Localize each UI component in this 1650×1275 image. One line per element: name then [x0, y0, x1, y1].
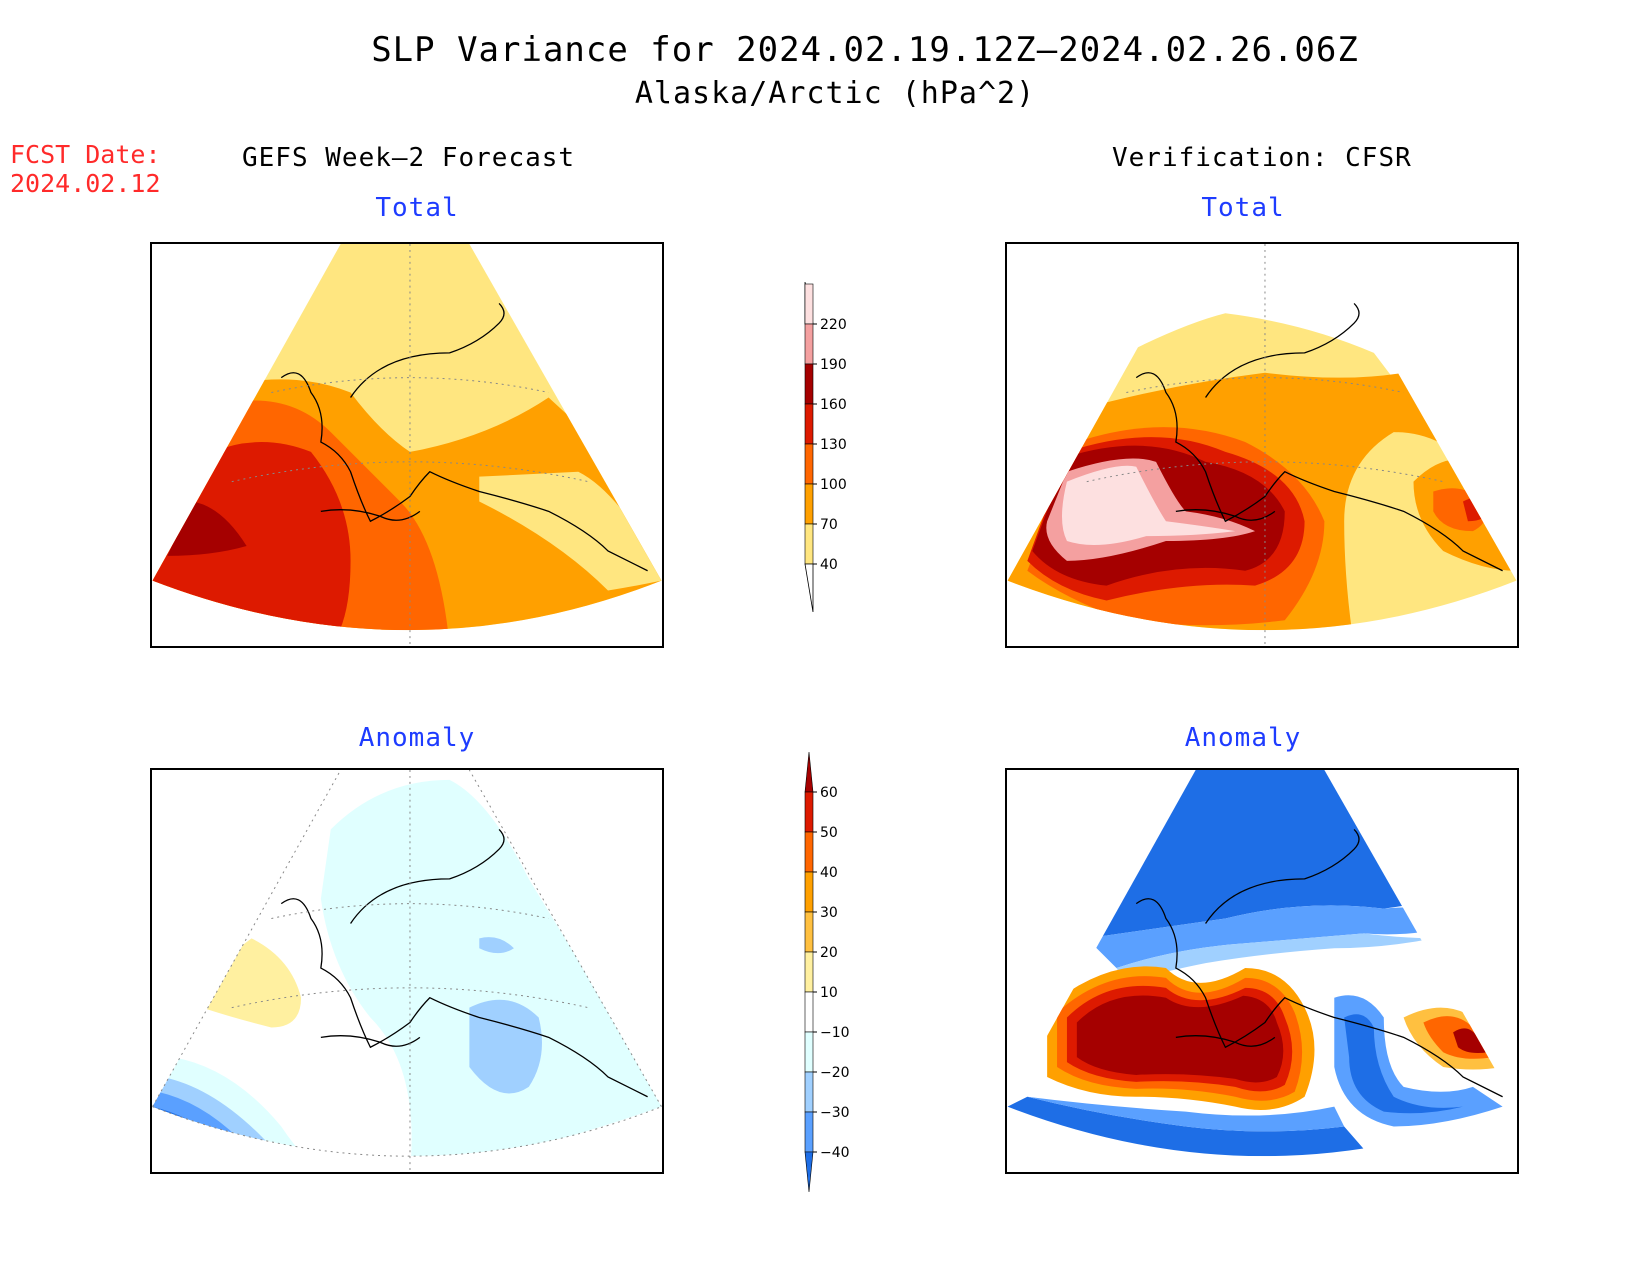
anomaly-colorbar-swatch: [804, 871, 814, 913]
anomaly-colorbar: 60 50 40 30 20 10 −10 −20 −30 −40: [804, 752, 850, 1192]
verif-anomaly-svg: [1007, 770, 1517, 1157]
graticule: [231, 244, 589, 646]
anomaly-colorbar-swatch: [804, 831, 814, 873]
forecast-total-svg: [152, 244, 662, 646]
coastline: [280, 302, 648, 572]
total-colorbar-label: 130: [820, 437, 847, 453]
fill-neg20-neg30-north: [1116, 933, 1434, 983]
fill-neg20-neg30-east: [469, 999, 542, 1094]
total-colorbar-label: 100: [820, 477, 847, 493]
anomaly-colorbar-swatch: [804, 791, 814, 833]
verif-total-title: Total: [1201, 193, 1285, 223]
anomaly-colorbar-label: 60: [820, 785, 838, 801]
forecast-column-heading: GEFS Week–2 Forecast: [242, 143, 576, 173]
forecast-anomaly-title: Anomaly: [358, 723, 476, 753]
fill-40-70-east: [479, 471, 662, 591]
fill-220-plus: [1061, 465, 1236, 546]
anomaly-colorbar-swatch: [804, 1031, 814, 1073]
total-colorbar-label: 70: [820, 517, 838, 533]
total-colorbar-label: 190: [820, 357, 847, 373]
anomaly-colorbar-label: −10: [820, 1025, 850, 1041]
main-title: SLP Variance for 2024.02.19.12Z–2024.02.…: [371, 30, 1359, 70]
coastline: [280, 828, 648, 1098]
fill-neg20-neg30-small: [479, 937, 514, 954]
total-colorbar-swatch: [804, 323, 814, 365]
fcst-date-value: 2024.02.12: [10, 169, 161, 198]
total-colorbar-swatch: [804, 363, 814, 405]
verif-total-map: [1005, 242, 1519, 648]
coastline: [1135, 302, 1503, 572]
forecast-anomaly-svg: [152, 770, 662, 1172]
fcst-date-caption: FCST Date:: [10, 140, 161, 169]
total-colorbar-bottom-arrow: [804, 563, 814, 612]
verif-anomaly-title: Anomaly: [1184, 723, 1302, 753]
graticule: [152, 770, 662, 1172]
forecast-total-title: Total: [375, 193, 459, 223]
forecast-anomaly-map: [150, 768, 664, 1174]
anomaly-colorbar-swatch: [804, 951, 814, 993]
verification-column-heading: Verification: CFSR: [1112, 143, 1412, 173]
verif-anomaly-map: [1005, 768, 1519, 1174]
anomaly-colorbar-label: 50: [820, 825, 838, 841]
anomaly-colorbar-swatch: [804, 1071, 814, 1113]
fill-60-plus: [1076, 995, 1284, 1083]
anomaly-colorbar-label: 40: [820, 865, 838, 881]
graticule: [1086, 244, 1444, 646]
anomaly-colorbar-swatch: [804, 1111, 814, 1153]
total-colorbar-swatch: [804, 443, 814, 485]
fill-neg10-neg20: [320, 779, 662, 1157]
anomaly-colorbar-label: 10: [820, 985, 838, 1001]
fill-neg30-neg40-north: [1086, 905, 1473, 969]
total-colorbar-label: 160: [820, 397, 847, 413]
anomaly-colorbar-label: −30: [820, 1105, 850, 1121]
anomaly-colorbar-swatch: [804, 911, 814, 953]
verif-total-svg: [1007, 244, 1517, 646]
fill-neg30-neg40-south: [1027, 1096, 1345, 1132]
anomaly-colorbar-swatch: [804, 752, 814, 793]
fill-130-160: [152, 442, 351, 631]
anomaly-colorbar-label: −40: [820, 1145, 850, 1161]
coastline: [1135, 828, 1503, 1098]
fill-60-east: [1453, 1028, 1488, 1054]
total-colorbar-swatch: [804, 523, 814, 565]
anomaly-colorbar-label: 30: [820, 905, 838, 921]
anomaly-colorbar-swatch: [804, 991, 814, 1033]
forecast-total-map: [150, 242, 664, 648]
total-colorbar-swatch: [804, 403, 814, 445]
subtitle: Alaska/Arctic (hPa^2): [634, 76, 1036, 111]
total-colorbar-swatch: [804, 283, 814, 325]
fcst-date-label: FCST Date: 2024.02.12: [10, 140, 161, 198]
fill-neg40-east: [1344, 1014, 1463, 1114]
anomaly-colorbar-label: −20: [820, 1065, 850, 1081]
total-colorbar-label: 220: [820, 317, 847, 333]
anomaly-colorbar-swatch: [804, 1151, 814, 1192]
total-colorbar: 220 190 160 130 100 70 40: [804, 282, 847, 612]
total-colorbar-label: 40: [820, 557, 838, 573]
anomaly-colorbar-label: 20: [820, 945, 838, 961]
total-colorbar-swatch: [804, 483, 814, 525]
fill-130-160-east: [1463, 497, 1493, 522]
